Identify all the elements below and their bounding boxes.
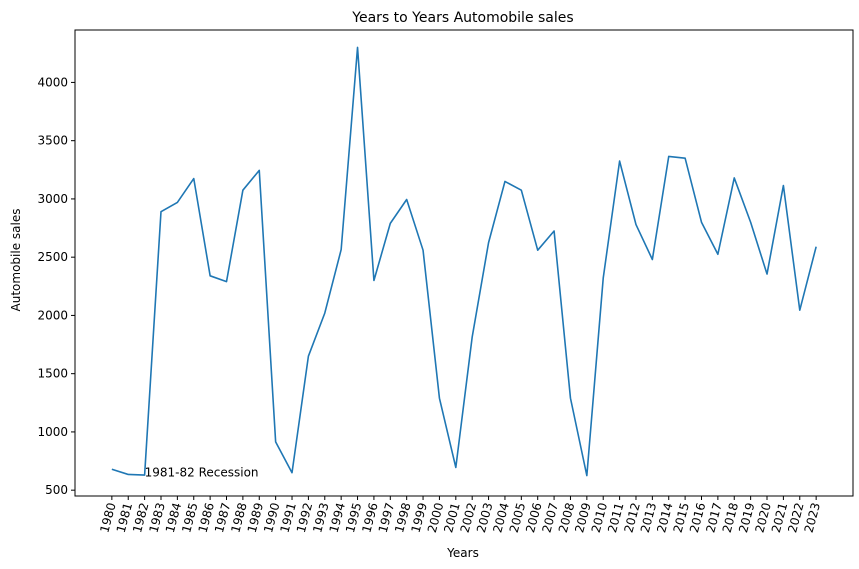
y-axis: 500 1000 1500 2000 2500 3000 3500 4000 (37, 75, 75, 497)
annotation-label: 1981-82 Recession (145, 466, 259, 480)
y-tick-label: 2500 (37, 250, 68, 264)
y-tick-label: 1500 (37, 367, 68, 381)
y-tick-label: 2000 (37, 308, 68, 322)
y-axis-label: Automobile sales (9, 209, 23, 312)
y-tick-label: 500 (45, 483, 68, 497)
axes-frame (74, 29, 854, 497)
chart-title: Years to Years Automobile sales (351, 10, 573, 26)
y-tick-label: 4000 (37, 75, 68, 89)
y-tick-label: 1000 (37, 425, 68, 439)
plot-area (74, 29, 854, 497)
annotation-layer: 1981-82 Recession (145, 466, 259, 480)
x-axis: 1980198119821983198419851986198719881989… (97, 496, 823, 534)
y-tick-label: 3500 (37, 134, 68, 148)
series-layer (111, 46, 817, 477)
x-axis-label: Years (446, 546, 479, 560)
series-line (111, 46, 817, 477)
y-tick-label: 3000 (37, 192, 68, 206)
